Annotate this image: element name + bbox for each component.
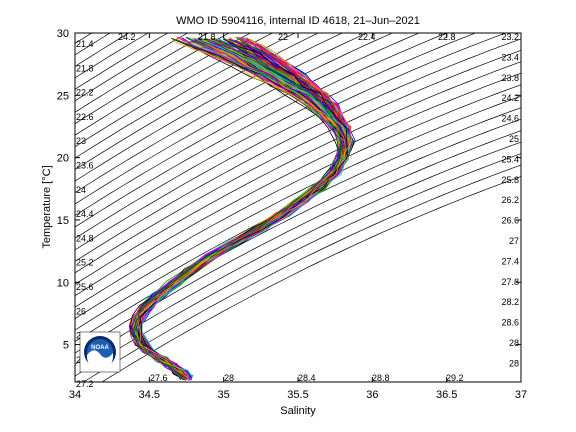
isopycnal-label: 23.8 [501,73,519,83]
isopycnal-label: 24.4 [76,209,94,219]
isopycnal-label: 22.6 [76,112,94,122]
isopycnal-label: 21.8 [198,32,216,42]
isopycnal-label: 25.4 [501,154,519,164]
isopycnal-label: 24.2 [501,93,519,103]
y-tick-label: 10 [57,277,69,289]
isopycnal-line [75,61,521,285]
isopycnal-label: 25.2 [76,258,94,268]
isopycnal-label: 27.6 [150,373,168,383]
isopycnal-line [75,33,507,251]
y-tick-label: 30 [57,28,69,40]
isopycnal-label: 28 [224,373,234,383]
x-tick-label: 36 [366,389,378,401]
isopycnal-label: 24.2 [118,32,136,42]
isopycnal-label: 23.6 [76,161,94,171]
x-axis: 34 34.5 35 35.5 36 36.5 37 [69,33,527,401]
isopycnal-line [75,33,368,193]
isopycnal-line [75,33,274,148]
x-tick-label: 35.5 [287,389,308,401]
isopycnal-label: 23.4 [501,52,519,62]
isopycnal-label: 27.4 [501,256,519,266]
isopycnal-line [75,84,521,308]
isopycnal-label: 28.4 [298,373,316,383]
profile-line [133,38,340,381]
isopycnal-label: 21.8 [76,63,94,73]
isopycnal-line [75,130,521,354]
profile-line [132,39,342,380]
profile-line [140,37,352,381]
isopycnal-line [75,33,149,79]
isopycnal-label: 24 [76,185,86,195]
isopycnal-line [75,33,189,102]
x-tick-label: 34 [69,389,81,401]
isopycnal-label: 24.6 [501,114,519,124]
isopycnal-label: 22 [278,32,288,42]
x-tick-label: 37 [515,389,527,401]
x-axis-label: Salinity [280,405,316,417]
isopycnal-line [75,33,320,171]
isopycnal-label: 27.2 [76,379,94,389]
isopycnal-line [75,95,521,320]
svg-text:NOAA: NOAA [91,345,109,351]
isopycnal-line [75,118,521,343]
isopycnal-label: 23.2 [501,32,519,42]
isopycnal-label: 25.6 [76,282,94,292]
isopycnal-line [101,176,521,382]
y-tick-label: 25 [57,90,69,102]
y-tick-label: 5 [63,340,69,352]
isopycnal-label: 28.6 [501,318,519,328]
y-tick-label: 20 [57,153,69,165]
isopycnal-label: 26 [76,306,86,316]
y-axis: 5 10 15 20 25 30 [57,28,521,352]
y-axis-label: Temperature [°C] [41,165,53,248]
isopycnal-label: 24.8 [76,233,94,243]
isopycnal-label: 28 [509,358,519,368]
isopycnal-label: 25.8 [501,175,519,185]
isopycnal-label: 21.4 [76,39,94,49]
isopycnal-label: 28.8 [372,373,390,383]
chart-title: WMO ID 5904116, internal ID 4618, 21–Jun… [176,15,420,27]
noaa-logo-icon: NOAA [79,331,121,373]
isopycnal-line [75,33,343,182]
x-tick-label: 35 [218,389,230,401]
isopycnal-line [75,50,521,274]
isopycnal-line [75,72,521,297]
x-tick-label: 34.5 [139,389,160,401]
isopycnal-label: 29.2 [446,373,464,383]
isopycnal-label: 25 [509,134,519,144]
x-tick-label: 36.5 [436,389,457,401]
isopycnal-label: 28.2 [501,297,519,307]
y-tick-label: 15 [57,215,69,227]
isopycnal-label: 26.6 [501,216,519,226]
profile-line [136,40,353,379]
isopycnal-line [75,33,230,125]
isopycnal-label: 26.2 [501,195,519,205]
isopycnal-line [75,33,252,136]
isopycnal-line [75,33,169,90]
profile-line [139,40,349,377]
isopycnal-line [75,33,209,113]
isopycnal-line [75,33,477,239]
isopycnal-line [75,33,296,159]
isopycnal-label: 27 [509,236,519,246]
isopycnal-line [75,38,521,262]
isopycnal-line [75,33,130,67]
profile-lines [128,36,356,381]
isopycnal-label: 22.4 [358,32,376,42]
isopycnal-label: 23 [76,136,86,146]
isopycnal-label: 27.8 [501,277,519,287]
isopycnal-label: 28 [509,338,519,348]
profile-line [132,39,344,379]
profile-line [135,39,347,378]
isopycnal-label: 22.2 [76,88,94,98]
